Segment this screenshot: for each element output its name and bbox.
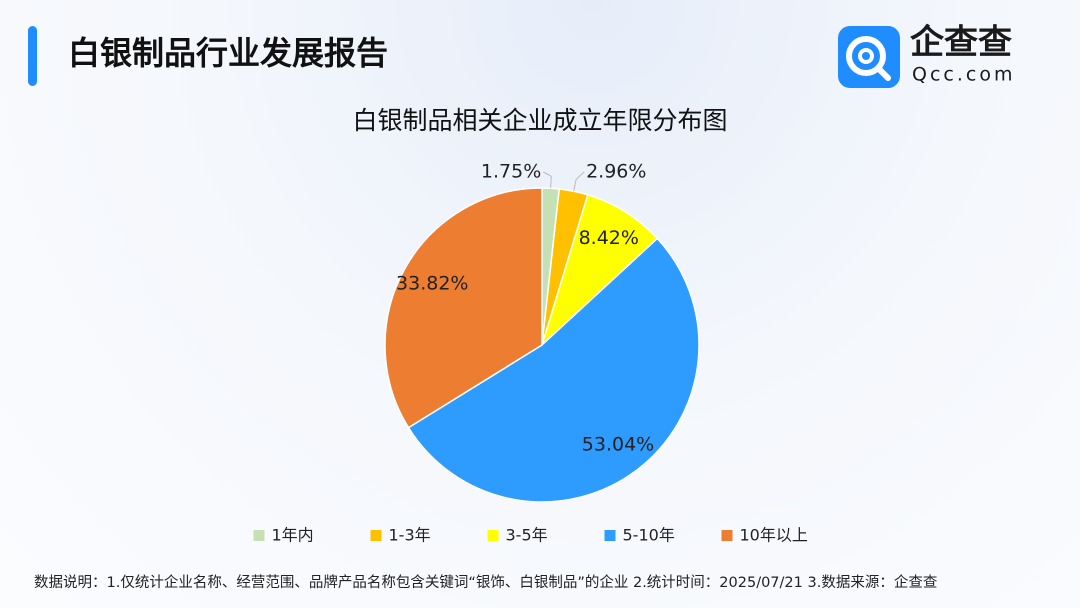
legend-swatch bbox=[487, 530, 499, 541]
logo-name: 企查查 bbox=[910, 23, 1012, 63]
legend-label: 1-3年 bbox=[389, 526, 431, 545]
data-label: 8.42% bbox=[579, 227, 639, 249]
legend-label: 10年以上 bbox=[740, 526, 808, 545]
logo bbox=[838, 26, 900, 88]
data-label: 53.04% bbox=[582, 433, 654, 455]
leader-line bbox=[543, 171, 552, 189]
chart-title: 白银制品相关企业成立年限分布图 bbox=[352, 106, 727, 135]
legend-swatch bbox=[604, 530, 616, 541]
legend-swatch bbox=[370, 530, 382, 541]
data-label: 2.96% bbox=[586, 161, 646, 183]
legend-swatch bbox=[721, 530, 733, 541]
legend-swatch bbox=[253, 530, 265, 541]
pie-slice bbox=[407, 237, 700, 503]
pie-slice bbox=[384, 187, 543, 429]
legend-label: 3-5年 bbox=[506, 526, 548, 545]
footer-note: 数据说明：1.仅统计企业名称、经营范围、品牌产品名称包含关键词“银饰、白银制品”… bbox=[34, 573, 937, 591]
leader-line bbox=[573, 171, 585, 192]
report-title: 白银制品行业发展报告 bbox=[68, 34, 388, 72]
data-label: 1.75% bbox=[481, 161, 541, 183]
data-label: 33.82% bbox=[396, 272, 468, 294]
legend-label: 5-10年 bbox=[623, 526, 675, 545]
logo-url: Qcc.com bbox=[912, 64, 1015, 86]
title-bar bbox=[28, 26, 37, 86]
legend-label: 1年内 bbox=[272, 526, 314, 545]
